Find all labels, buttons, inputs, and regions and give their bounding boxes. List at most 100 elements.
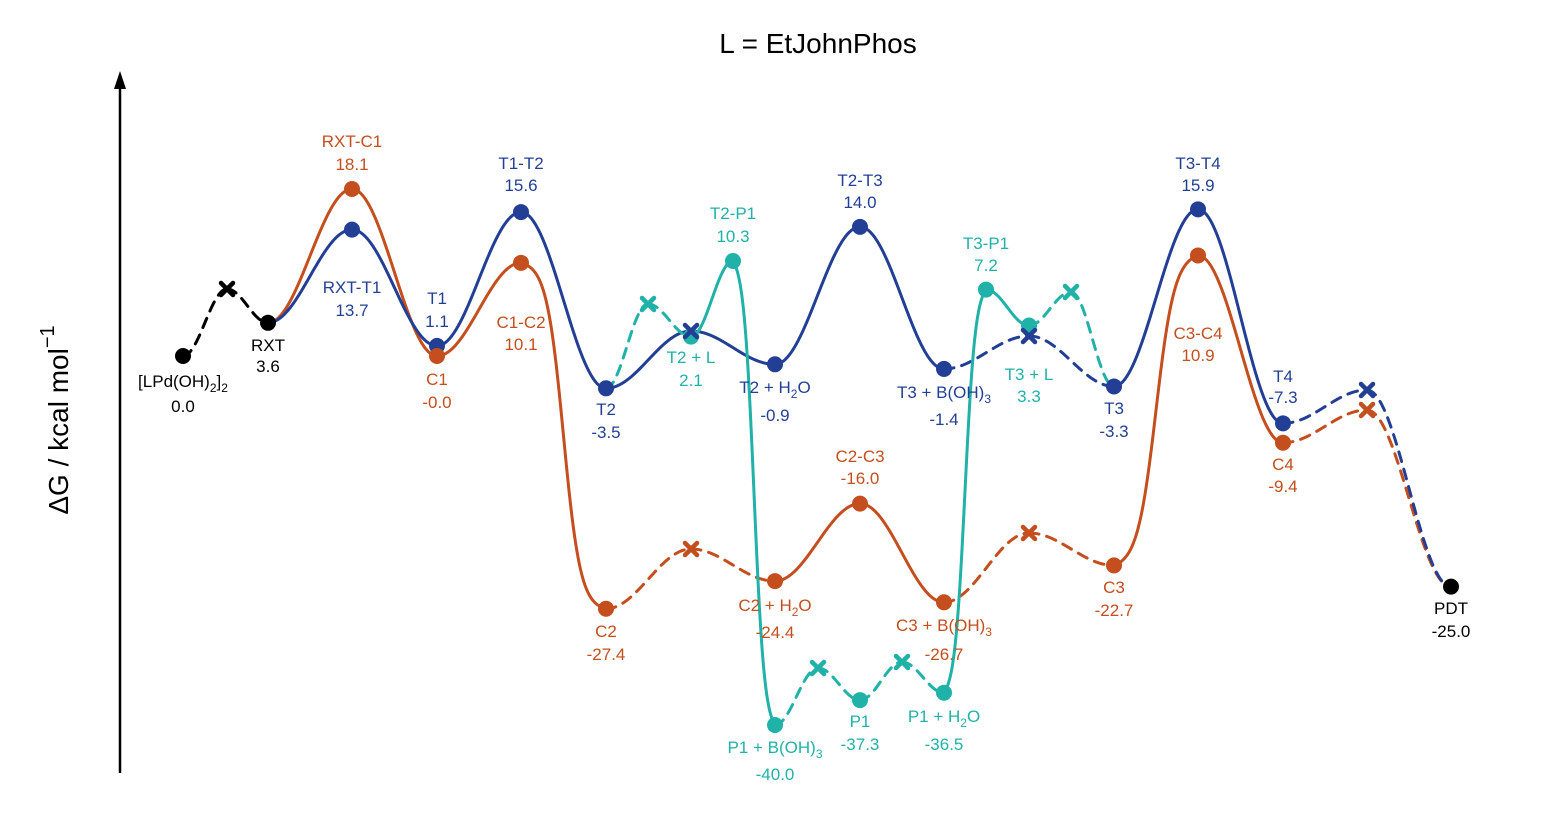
point-c4 bbox=[1275, 434, 1291, 451]
point-c3 bbox=[1106, 557, 1122, 574]
value-c4: -9.4 bbox=[1268, 477, 1297, 496]
label-c2: C2 bbox=[595, 622, 617, 641]
label-t3: T3 bbox=[1104, 399, 1124, 418]
label-c3: C3 bbox=[1103, 578, 1125, 597]
value-p1-h2o: -36.5 bbox=[925, 735, 964, 754]
label-c4: C4 bbox=[1272, 455, 1294, 474]
value-t2-h2o: -0.9 bbox=[760, 406, 789, 425]
value-t3-p1: 7.2 bbox=[974, 256, 998, 275]
orange-solid-segment-b-0 bbox=[773, 502, 862, 583]
y-axis-label: ΔG / kcal mol−1 bbox=[37, 325, 74, 514]
label-t3-l: T3 + L bbox=[1005, 365, 1054, 384]
marker-x-t3-l-blue bbox=[1020, 327, 1038, 345]
orange-solid-segment-2 bbox=[435, 261, 523, 358]
label-t4: T4 bbox=[1273, 367, 1293, 386]
blue-dashed-segment-b-0 bbox=[942, 334, 1031, 371]
teal-rise-segment bbox=[942, 288, 988, 695]
label-t2: T2 bbox=[596, 400, 616, 419]
orange-rise-segment bbox=[1112, 253, 1200, 567]
point-t4 bbox=[1275, 415, 1291, 432]
orange-dashed-segment-b-0 bbox=[942, 531, 1031, 604]
label-t2-t3: T2-T3 bbox=[837, 171, 882, 190]
label-rxt-c1: RXT-C1 bbox=[322, 132, 382, 151]
label-t2-p1: T2-P1 bbox=[710, 204, 756, 223]
value-c3-c4: 10.9 bbox=[1181, 346, 1214, 365]
value-rxt-c1: 18.1 bbox=[335, 155, 368, 174]
value-pdt: -25.0 bbox=[1432, 622, 1471, 641]
blue-solid-segment-a-0 bbox=[266, 228, 354, 325]
orange-dashed-segment-a-0 bbox=[604, 547, 693, 611]
teal-dashed-segment-a-0 bbox=[604, 302, 650, 390]
point-t2-p1 bbox=[725, 252, 741, 269]
orange-dashed-segment-c-1 bbox=[1365, 408, 1453, 589]
teal-dashed-segment-b-0 bbox=[773, 666, 820, 727]
value-t3: -3.3 bbox=[1099, 422, 1128, 441]
label-t1: T1 bbox=[427, 289, 447, 308]
point-t3 bbox=[1106, 378, 1122, 395]
value-c3: -22.7 bbox=[1095, 601, 1134, 620]
label-c3-boh3: C3 + B(OH)3 bbox=[896, 616, 992, 639]
blue-solid-segment-a-3 bbox=[519, 210, 608, 390]
marker-x-c3 bbox=[1020, 524, 1038, 542]
orange-solid-segment-0 bbox=[266, 187, 354, 325]
label-c3-c4: C3-C4 bbox=[1173, 324, 1222, 343]
data-markers bbox=[175, 181, 1459, 733]
value-t3-t4: 15.9 bbox=[1181, 176, 1214, 195]
orange-dashed-segment-c-0 bbox=[1281, 408, 1369, 445]
value-t2-l: 2.1 bbox=[679, 371, 703, 390]
label-p1: P1 bbox=[850, 712, 871, 731]
y-axis-label-group: ΔG / kcal mol−1 bbox=[37, 325, 74, 514]
value-t4: -7.3 bbox=[1268, 388, 1297, 407]
value-t3-l: 3.3 bbox=[1017, 387, 1041, 406]
point-c2-h2o bbox=[767, 573, 783, 590]
label-t1-t2: T1-T2 bbox=[498, 154, 543, 173]
marker-x-t2-l-blue bbox=[682, 322, 700, 340]
blue-solid-segment-c-1 bbox=[1196, 207, 1285, 425]
label-t2-l: T2 + L bbox=[667, 348, 716, 367]
point-t2 bbox=[598, 380, 614, 397]
label-t3-boh3: T3 + B(OH)3 bbox=[897, 383, 991, 406]
value-rxt: 3.6 bbox=[256, 357, 280, 376]
value-t3-boh3: -1.4 bbox=[929, 410, 958, 429]
label-pdt: PDT bbox=[1434, 599, 1468, 618]
value-t2-t3: 14.0 bbox=[843, 193, 876, 212]
label-lpd: [LPd(OH)2]2 bbox=[138, 372, 228, 395]
orange-solid-segment-1 bbox=[350, 187, 439, 358]
black-dashed-segment-0 bbox=[181, 287, 229, 358]
label-c2-c3: C2-C3 bbox=[835, 447, 884, 466]
label-t3-t4: T3-T4 bbox=[1175, 154, 1220, 173]
label-c1-c2: C1-C2 bbox=[496, 313, 545, 332]
teal-solid-segment-a-0 bbox=[689, 259, 735, 339]
value-c2: -27.4 bbox=[587, 645, 626, 664]
value-lpd: 0.0 bbox=[171, 397, 195, 416]
label-c2-h2o: C2 + H2O bbox=[738, 596, 811, 619]
point-c3-c4 bbox=[1190, 247, 1206, 264]
point-t1-t2 bbox=[513, 204, 529, 221]
point-c2 bbox=[598, 600, 614, 617]
blue-solid-segment-a-2 bbox=[435, 210, 523, 348]
chart-title: L = EtJohnPhos bbox=[719, 28, 916, 59]
value-c2-h2o: -24.4 bbox=[756, 623, 795, 642]
point-t3-p1 bbox=[978, 281, 994, 298]
marker-x-t2-l bbox=[639, 295, 657, 313]
point-c1-c2 bbox=[513, 254, 529, 271]
blue-solid-segment-c-0 bbox=[1112, 207, 1200, 388]
value-t2: -3.5 bbox=[591, 423, 620, 442]
data-labels: [LPd(OH)2]2 0.0 RXT 3.6 RXT-C1 18.1 RXT-T1 13.7… bbox=[138, 132, 1470, 784]
marker-x-p1-a bbox=[809, 659, 827, 677]
label-rxt: RXT bbox=[251, 336, 285, 355]
orange-dashed-segment-a-1 bbox=[689, 547, 777, 583]
blue-solid-segment-t2-0 bbox=[604, 329, 693, 390]
teal-dashed-segment-a-1 bbox=[646, 302, 693, 339]
label-c1: C1 bbox=[426, 370, 448, 389]
blue-solid-segment-b-1 bbox=[858, 225, 946, 371]
point-rxt bbox=[260, 314, 276, 331]
label-p1-h2o: P1 + H2O bbox=[908, 707, 980, 730]
black-dashed-segment-1 bbox=[225, 287, 270, 325]
value-t1-t2: 15.6 bbox=[504, 176, 537, 195]
teal-solid-segment-b-0 bbox=[984, 288, 1031, 328]
point-rxt-c1 bbox=[344, 181, 360, 198]
value-p1-boh3: -40.0 bbox=[756, 765, 795, 784]
point-t2-h2o bbox=[767, 356, 783, 373]
blue-solid-segment-b-0 bbox=[773, 225, 862, 366]
